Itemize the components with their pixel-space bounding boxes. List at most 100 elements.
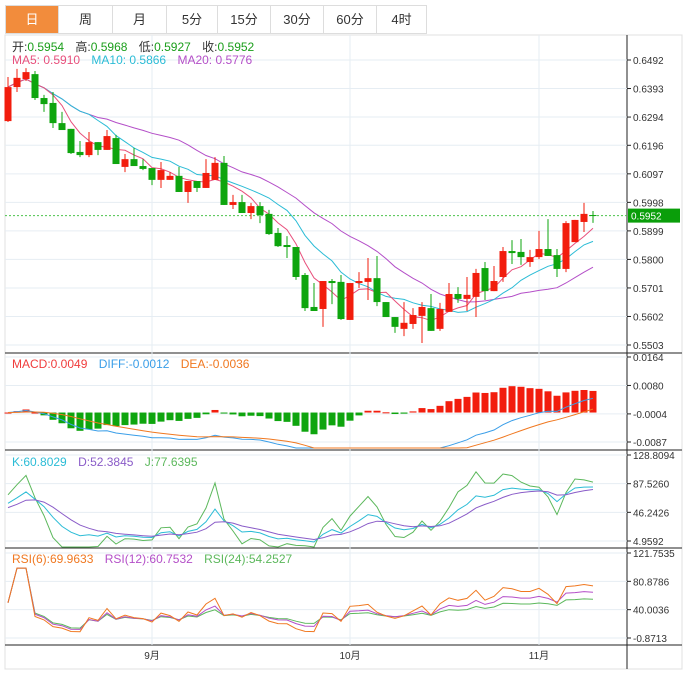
candle-body bbox=[76, 151, 84, 156]
macd-bar bbox=[175, 412, 183, 421]
macd-bar bbox=[121, 412, 129, 426]
macd-bar bbox=[499, 387, 507, 413]
candle-body bbox=[148, 168, 156, 180]
price-tick-label: 0.6097 bbox=[633, 170, 664, 181]
tab-4hour[interactable]: 4时 bbox=[377, 6, 427, 33]
ma20-value: MA20: 0.5776 bbox=[177, 53, 253, 67]
candle-body bbox=[256, 206, 264, 216]
candle-body bbox=[310, 306, 318, 311]
macd-bar bbox=[553, 395, 561, 413]
price-tick-label: 0.6294 bbox=[633, 113, 664, 124]
candle-body bbox=[427, 308, 435, 331]
candle-body bbox=[58, 123, 66, 131]
rsi6-line bbox=[7, 567, 594, 633]
rsi-tick-label: 121.7535 bbox=[633, 549, 675, 560]
dea-value: DEA:-0.0036 bbox=[180, 357, 250, 371]
price-tick-label: 0.6393 bbox=[633, 85, 664, 96]
candle-body bbox=[4, 87, 12, 122]
macd-bar bbox=[481, 392, 489, 413]
candle-body bbox=[382, 302, 390, 318]
close-label: 收: bbox=[202, 40, 218, 54]
candle-body bbox=[337, 281, 345, 320]
macd-bar bbox=[490, 392, 498, 413]
ma20-line bbox=[7, 78, 594, 303]
tab-day[interactable]: 日 bbox=[6, 6, 59, 33]
price-tick-label: 0.6196 bbox=[633, 141, 664, 152]
candle-body bbox=[31, 74, 39, 99]
rsi24-value: RSI(24):54.2527 bbox=[204, 552, 293, 566]
candle-body bbox=[436, 308, 444, 329]
macd-bar bbox=[580, 389, 588, 413]
candle-body bbox=[544, 249, 552, 256]
candle-body bbox=[22, 72, 30, 80]
macd-bar bbox=[94, 412, 102, 429]
tab-15min[interactable]: 15分 bbox=[218, 6, 271, 33]
kdj-tick-label: 128.8094 bbox=[633, 451, 675, 462]
macd-bar bbox=[130, 412, 138, 425]
candle-body bbox=[49, 102, 57, 124]
candle-body bbox=[580, 213, 588, 222]
macd-bar bbox=[220, 412, 228, 414]
j-value: J:77.6395 bbox=[144, 455, 198, 469]
tab-60min[interactable]: 60分 bbox=[324, 6, 377, 33]
candle-body bbox=[526, 257, 534, 263]
current-price-label: 0.5952 bbox=[631, 212, 662, 223]
macd-bar bbox=[292, 412, 300, 426]
macd-bar bbox=[346, 412, 354, 421]
macd-bar bbox=[436, 405, 444, 413]
price-tick-label: 0.5503 bbox=[633, 341, 664, 352]
macd-bar bbox=[4, 412, 12, 414]
candle-body bbox=[553, 255, 561, 269]
rsi12-value: RSI(12):60.7532 bbox=[104, 552, 193, 566]
candle-body bbox=[292, 247, 300, 277]
macd-bar bbox=[571, 390, 579, 413]
candle-body bbox=[364, 278, 372, 282]
macd-bar bbox=[166, 412, 174, 421]
candle-body bbox=[490, 281, 498, 292]
chart-frame bbox=[4, 34, 683, 670]
close-value: 0.5952 bbox=[217, 40, 255, 54]
low-value: 0.5927 bbox=[154, 40, 191, 54]
x-tick-label: 11月 bbox=[529, 650, 549, 662]
x-tick-label: 9月 bbox=[144, 650, 160, 662]
macd-bar bbox=[463, 396, 471, 413]
candle-body bbox=[94, 142, 102, 150]
candle-body bbox=[184, 181, 192, 192]
macd-bar bbox=[211, 409, 219, 413]
tab-week[interactable]: 周 bbox=[59, 6, 113, 33]
macd-bar bbox=[472, 392, 480, 413]
candle-body bbox=[454, 293, 462, 299]
candle-body bbox=[301, 274, 309, 309]
tab-month[interactable]: 月 bbox=[113, 6, 167, 33]
candle-body bbox=[175, 175, 183, 192]
candle-body bbox=[355, 281, 363, 284]
candle-body bbox=[328, 281, 336, 284]
candle-body bbox=[220, 162, 228, 205]
candle-body bbox=[265, 213, 273, 235]
rsi24-line bbox=[7, 567, 594, 629]
kdj-tick-label: 87.5260 bbox=[633, 480, 670, 491]
candle-body bbox=[103, 136, 111, 150]
macd-bar bbox=[418, 408, 426, 413]
price-tick-label: 0.5899 bbox=[633, 227, 664, 238]
candle-body bbox=[274, 232, 282, 247]
macd-tick-label: -0.0004 bbox=[633, 410, 667, 421]
candle-body bbox=[139, 166, 147, 169]
macd-legend: MACD:0.0049 DIFF:-0.0012 DEA:-0.0036 bbox=[12, 357, 257, 371]
macd-bar bbox=[310, 412, 318, 435]
candle-body bbox=[85, 142, 93, 156]
kdj-legend: K:60.8029 D:52.3845 J:77.6395 bbox=[12, 455, 206, 469]
tab-5min[interactable]: 5分 bbox=[167, 6, 218, 33]
tab-30min[interactable]: 30分 bbox=[271, 6, 324, 33]
macd-bar bbox=[589, 390, 597, 413]
candle-body bbox=[418, 306, 426, 316]
macd-bar bbox=[373, 410, 381, 413]
dea-line bbox=[7, 408, 594, 449]
macd-bar bbox=[274, 412, 282, 422]
macd-bar bbox=[184, 412, 192, 419]
open-value: 0.5954 bbox=[27, 40, 65, 54]
candle-body bbox=[238, 202, 246, 214]
rsi-tick-label: 40.0036 bbox=[633, 606, 670, 617]
candle-body bbox=[229, 202, 237, 205]
macd-bar bbox=[544, 391, 552, 413]
